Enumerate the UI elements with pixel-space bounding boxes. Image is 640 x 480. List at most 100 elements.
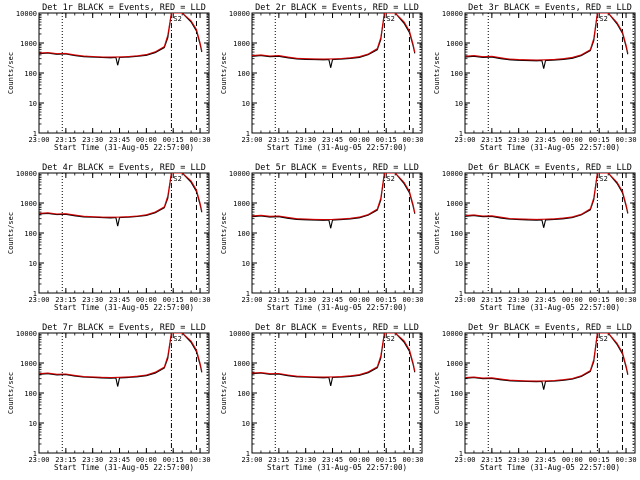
x-tick-label: 23:00 xyxy=(241,456,262,464)
x-tick-label: 00:30 xyxy=(616,456,637,464)
chart-title: Det 3r BLACK = Events, RED = LLD xyxy=(468,3,632,13)
x-tick-label: 00:30 xyxy=(616,136,637,144)
y-tick-label: 10 xyxy=(242,260,250,268)
flag-label: S2 xyxy=(386,15,394,23)
series-group xyxy=(252,333,416,387)
y-tick-label: 100 xyxy=(24,70,37,78)
x-axis-label: Start Time (31-Aug-05 22:57:00) xyxy=(480,303,620,312)
y-tick-label: 10000 xyxy=(229,170,250,178)
x-tick-label: 23:30 xyxy=(295,136,316,144)
flag-label: S2 xyxy=(599,15,607,23)
plot-frame xyxy=(38,172,210,294)
x-tick-label: 23:00 xyxy=(28,456,49,464)
x-tick-label: 00:00 xyxy=(562,136,583,144)
series-group xyxy=(465,13,629,69)
x-tick-label: 23:15 xyxy=(268,296,289,304)
chart-title: Det 5r BLACK = Events, RED = LLD xyxy=(255,163,419,173)
y-tick-label: 1000 xyxy=(446,360,463,368)
y-tick-label: 10 xyxy=(29,260,37,268)
y-tick-label: 1000 xyxy=(233,200,250,208)
x-tick-label: 23:15 xyxy=(268,456,289,464)
x-tick-label: 23:15 xyxy=(55,296,76,304)
x-tick-label: 00:00 xyxy=(349,456,370,464)
y-tick-label: 1 xyxy=(459,130,463,138)
flag-label: S2 xyxy=(599,335,607,343)
y-tick-label: 100 xyxy=(24,230,37,238)
x-tick-label: 23:00 xyxy=(454,296,475,304)
chart-panel-4: Det 4r BLACK = Events, RED = LLD 1 10 100 10… xyxy=(7,163,211,312)
x-tick-label: 23:30 xyxy=(508,136,529,144)
x-tick-label: 00:00 xyxy=(349,136,370,144)
plot-frame xyxy=(251,172,423,294)
x-tick-label: 00:30 xyxy=(190,136,211,144)
y-tick-label: 10000 xyxy=(442,10,463,18)
y-axis-label: Counts/sec xyxy=(433,212,441,254)
series-group xyxy=(252,173,416,229)
series-group xyxy=(39,13,203,66)
x-tick-label: 23:00 xyxy=(241,136,262,144)
flag-label: S2 xyxy=(173,335,181,343)
x-tick-label: 23:45 xyxy=(535,136,556,144)
y-tick-label: 10000 xyxy=(16,170,37,178)
chart-panel-2: Det 2r BLACK = Events, RED = LLD 1 10 100 10… xyxy=(220,3,424,152)
x-tick-label: 23:15 xyxy=(481,136,502,144)
y-tick-label: 1 xyxy=(246,450,250,458)
x-tick-label: 23:45 xyxy=(109,456,130,464)
x-tick-label: 23:30 xyxy=(82,296,103,304)
x-tick-label: 00:00 xyxy=(349,296,370,304)
y-tick-label: 100 xyxy=(237,70,250,78)
y-tick-label: 10 xyxy=(242,100,250,108)
series-group xyxy=(39,173,203,227)
y-tick-label: 10000 xyxy=(442,330,463,338)
y-tick-label: 100 xyxy=(450,230,463,238)
x-tick-label: 00:15 xyxy=(589,456,610,464)
x-tick-label: 00:30 xyxy=(616,296,637,304)
x-tick-label: 23:15 xyxy=(268,136,289,144)
x-tick-label: 00:30 xyxy=(403,456,424,464)
plot-frame xyxy=(464,12,636,134)
series-line-lld xyxy=(252,333,416,378)
x-tick-label: 23:45 xyxy=(322,136,343,144)
x-tick-label: 23:15 xyxy=(481,456,502,464)
y-tick-label: 10 xyxy=(455,100,463,108)
y-axis-label: Counts/sec xyxy=(220,52,228,94)
y-tick-label: 10 xyxy=(29,100,37,108)
x-axis-label: Start Time (31-Aug-05 22:57:00) xyxy=(54,303,194,312)
x-tick-label: 23:00 xyxy=(454,456,475,464)
series-line-lld xyxy=(465,173,629,220)
plot-frame xyxy=(251,12,423,134)
x-tick-label: 00:30 xyxy=(190,296,211,304)
series-line-lld xyxy=(39,13,203,58)
y-tick-label: 1 xyxy=(33,290,37,298)
y-tick-label: 1 xyxy=(33,450,37,458)
x-tick-label: 00:15 xyxy=(589,296,610,304)
chart-panel-8: Det 8r BLACK = Events, RED = LLD 1 10 100 10… xyxy=(220,323,424,472)
y-tick-label: 1 xyxy=(246,130,250,138)
y-tick-label: 1000 xyxy=(20,200,37,208)
y-axis-label: Counts/sec xyxy=(220,372,228,414)
chart-title: Det 4r BLACK = Events, RED = LLD xyxy=(42,163,206,173)
x-tick-label: 23:45 xyxy=(535,456,556,464)
x-tick-label: 00:15 xyxy=(376,136,397,144)
y-tick-label: 1000 xyxy=(446,40,463,48)
x-tick-label: 00:00 xyxy=(136,456,157,464)
y-tick-label: 1000 xyxy=(446,200,463,208)
chart-title: Det 8r BLACK = Events, RED = LLD xyxy=(255,323,419,333)
x-tick-label: 00:30 xyxy=(403,296,424,304)
series-line-lld xyxy=(465,333,629,382)
series-group xyxy=(39,333,203,387)
x-tick-label: 00:00 xyxy=(562,296,583,304)
x-axis-label: Start Time (31-Aug-05 22:57:00) xyxy=(480,463,620,472)
x-tick-label: 00:15 xyxy=(376,456,397,464)
x-tick-label: 00:00 xyxy=(562,456,583,464)
x-tick-label: 23:30 xyxy=(295,296,316,304)
y-axis-label: Counts/sec xyxy=(220,212,228,254)
y-tick-label: 10000 xyxy=(16,330,37,338)
chart-title: Det 7r BLACK = Events, RED = LLD xyxy=(42,323,206,333)
y-tick-label: 1 xyxy=(459,450,463,458)
x-tick-label: 00:15 xyxy=(163,456,184,464)
chart-title: Det 1r BLACK = Events, RED = LLD xyxy=(42,3,206,13)
y-tick-label: 1 xyxy=(33,130,37,138)
flag-label: S2 xyxy=(599,175,607,183)
